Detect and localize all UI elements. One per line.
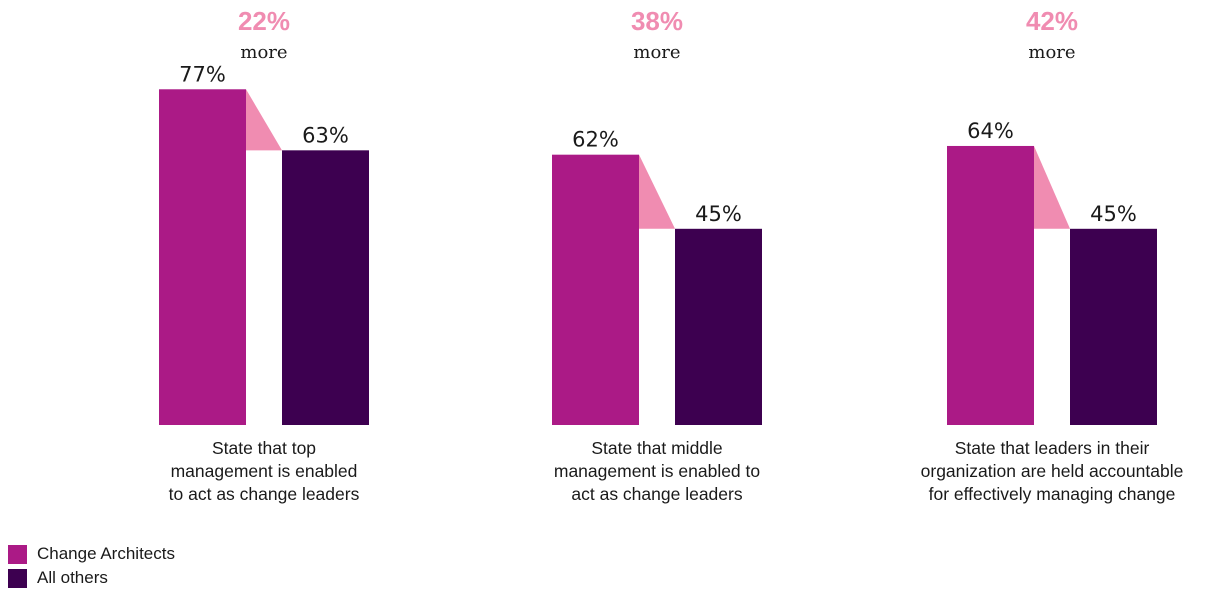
category-label: organization are held accountable <box>921 461 1184 481</box>
bar-change-architects <box>159 89 246 425</box>
legend-item-change-architects: Change Architects <box>8 542 175 566</box>
category-label: act as change leaders <box>571 484 742 504</box>
difference-wedge <box>639 154 675 229</box>
bar-all-others <box>1070 228 1157 425</box>
value-label: 45% <box>1090 202 1137 226</box>
legend-label: Change Architects <box>37 544 175 563</box>
value-label: 45% <box>695 202 742 226</box>
difference-value: 38% <box>631 6 683 36</box>
bar-all-others <box>675 228 762 425</box>
difference-caption: more <box>240 42 287 63</box>
legend-item-all-others: All others <box>8 566 175 590</box>
legend: Change Architects All others <box>8 542 175 590</box>
bar-all-others <box>282 150 369 425</box>
difference-wedge <box>246 89 282 151</box>
difference-caption: more <box>1028 42 1075 63</box>
legend-swatch-all-others <box>8 568 27 588</box>
category-label: State that top <box>212 438 316 458</box>
category-label: State that middle <box>591 438 722 458</box>
category-label: management is enabled <box>171 461 358 481</box>
category-label: management is enabled to <box>554 461 760 481</box>
category-label: for effectively managing change <box>929 484 1176 504</box>
legend-label: All others <box>37 568 108 587</box>
bar-change-architects <box>552 154 639 425</box>
bar-change-architects <box>947 145 1034 425</box>
difference-value: 22% <box>238 6 290 36</box>
category-label: to act as change leaders <box>169 484 360 504</box>
difference-caption: more <box>633 42 680 63</box>
legend-swatch-change-architects <box>8 544 27 564</box>
category-label: State that leaders in their <box>955 438 1150 458</box>
value-label: 64% <box>967 119 1014 143</box>
difference-wedge <box>1034 145 1070 229</box>
difference-value: 42% <box>1026 6 1078 36</box>
value-label: 62% <box>572 128 619 152</box>
value-label: 77% <box>179 62 226 86</box>
value-label: 63% <box>302 123 349 147</box>
